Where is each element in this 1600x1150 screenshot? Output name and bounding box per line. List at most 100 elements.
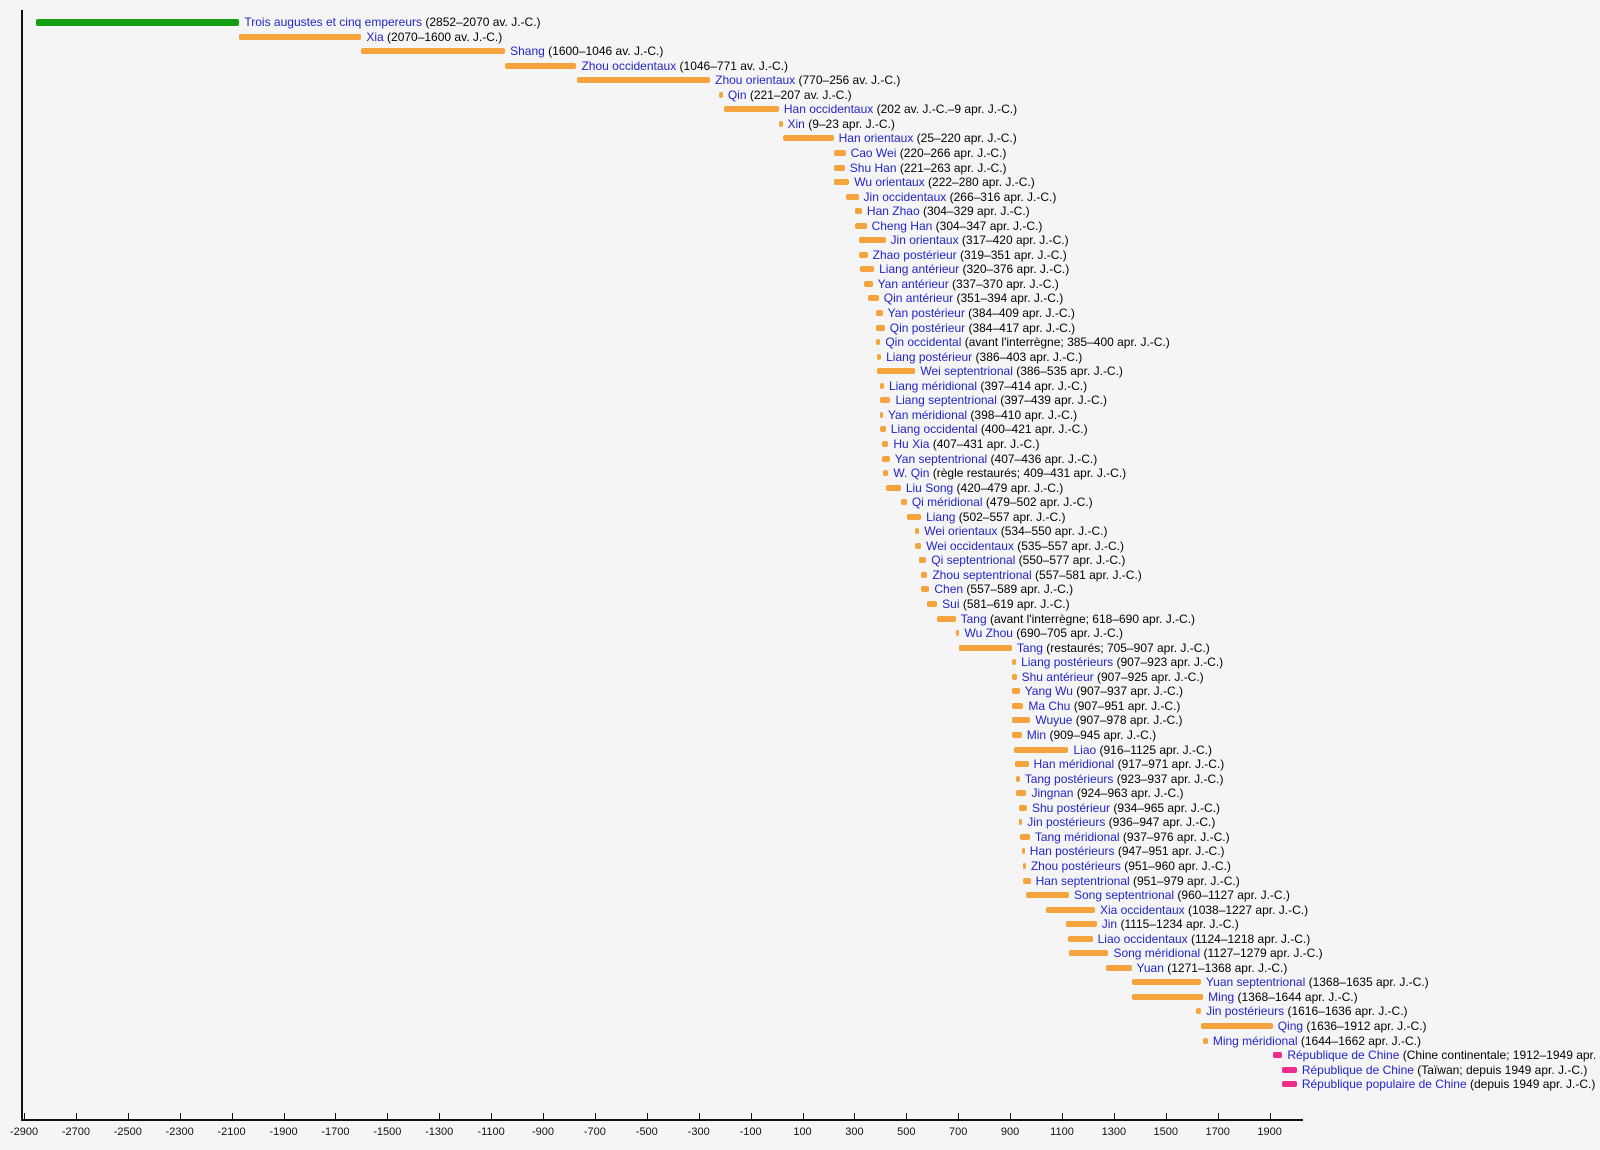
dynasty-link[interactable]: Jin: [1101, 917, 1118, 932]
dynasty-link[interactable]: Han orientaux: [838, 131, 914, 146]
dynasty-link[interactable]: Cao Wei: [850, 145, 897, 160]
x-axis-tick-label: 1700: [1205, 1126, 1230, 1138]
dynasty-link[interactable]: Tang: [1016, 640, 1043, 655]
dynasty-link[interactable]: Cheng Han: [871, 218, 933, 233]
dynasty-link[interactable]: Yuan septentrional: [1205, 975, 1306, 990]
dynasty-link[interactable]: Jin occidentaux: [863, 189, 947, 204]
dynasty-link[interactable]: Yuan: [1136, 960, 1164, 975]
dynasty-dates: (2070–1600 av. J.-C.): [383, 29, 503, 44]
dynasty-link[interactable]: Zhou postérieurs: [1030, 858, 1121, 873]
dynasty-link[interactable]: Jin postérieurs: [1027, 815, 1106, 830]
dynasty-link[interactable]: Wei orientaux: [924, 524, 998, 539]
dynasty-dates: (951–979 apr. J.-C.): [1129, 873, 1240, 888]
dynasty-link[interactable]: Liao: [1073, 742, 1097, 757]
dynasty-link[interactable]: République de Chine: [1287, 1048, 1400, 1063]
dynasty-link[interactable]: Qin occidental: [885, 335, 962, 350]
x-axis-tick-label: 100: [793, 1126, 812, 1138]
dynasty-dates: (1368–1635 apr. J.-C.): [1305, 975, 1429, 990]
timeline-bar: [719, 91, 723, 98]
dynasty-link[interactable]: Yan septentrional: [894, 451, 988, 466]
timeline-bar: [1065, 921, 1097, 928]
dynasty-link[interactable]: Min: [1026, 727, 1047, 742]
dynasty-link[interactable]: République de Chine: [1301, 1062, 1414, 1077]
timeline-bar: [876, 368, 916, 375]
dynasty-link[interactable]: Liang postérieur: [886, 349, 973, 364]
timeline-bar: [1282, 1066, 1297, 1073]
dynasty-link[interactable]: Liao occidentaux: [1097, 931, 1188, 946]
dynasty-link[interactable]: Liang septentrional: [895, 393, 997, 408]
dynasty-link[interactable]: Yan méridional: [887, 407, 968, 422]
dynasty-link[interactable]: Yan postérieur: [887, 306, 965, 321]
dynasty-dates: (947–951 apr. J.-C.): [1114, 844, 1225, 859]
timeline-bar: [1201, 1023, 1273, 1030]
dynasty-dates: (avant l'interrègne; 385–400 apr. J.-C.): [961, 335, 1170, 350]
dynasty-link[interactable]: Song méridional: [1113, 946, 1201, 961]
dynasty-link[interactable]: Tang: [960, 611, 987, 626]
dynasty-link[interactable]: Shang: [510, 44, 545, 59]
dynasty-link[interactable]: Jin postérieurs: [1206, 1004, 1285, 1019]
dynasty-dates: (1046–771 av. J.-C.): [676, 58, 789, 73]
x-axis-tick-label: 1500: [1153, 1126, 1179, 1138]
dynasty-link[interactable]: Qing: [1277, 1019, 1304, 1034]
dynasty-link[interactable]: Ming méridional: [1212, 1033, 1298, 1048]
dynasty-link[interactable]: Wuyue: [1035, 713, 1073, 728]
timeline-bar: [1016, 790, 1027, 797]
dynasty-link[interactable]: Zhou septentrional: [932, 567, 1032, 582]
dynasty-link[interactable]: W. Qin: [893, 466, 930, 481]
dynasty-link[interactable]: Qin antérieur: [883, 291, 954, 306]
dynasty-dates: (398–410 apr. J.-C.): [967, 407, 1078, 422]
dynasty-link[interactable]: Liang antérieur: [879, 262, 960, 277]
dynasty-link[interactable]: Han occidentaux: [783, 102, 874, 117]
dynasty-link[interactable]: Liang: [926, 509, 956, 524]
dynasty-link[interactable]: Qi septentrional: [931, 553, 1016, 568]
dynasty-link[interactable]: Xin: [787, 116, 805, 131]
timeline-bar: [867, 295, 879, 302]
dynasty-dates: (222–280 apr. J.-C.): [924, 175, 1035, 190]
dynasty-link[interactable]: Zhao postérieur: [872, 247, 957, 262]
dynasty-link[interactable]: Liu Song: [905, 480, 954, 495]
dynasty-link[interactable]: Shu postérieur: [1031, 800, 1110, 815]
timeline-bar: [1045, 906, 1095, 913]
dynasty-link[interactable]: Qin postérieur: [889, 320, 966, 335]
dynasty-dates: (407–431 apr. J.-C.): [929, 436, 1040, 451]
dynasty-link[interactable]: Han postérieurs: [1029, 844, 1115, 859]
dynasty-dates: (règle restaurés; 409–431 apr. J.-C.): [929, 466, 1127, 481]
dynasty-link[interactable]: Han méridional: [1033, 757, 1115, 772]
timeline-bar: [1068, 935, 1093, 942]
dynasty-link[interactable]: Xia: [366, 29, 384, 44]
dynasty-link[interactable]: Yan antérieur: [877, 276, 949, 291]
dynasty-link[interactable]: Jingnan: [1031, 786, 1074, 801]
dynasty-link[interactable]: Wei occidentaux: [926, 538, 1014, 553]
dynasty-dates: (937–976 apr. J.-C.): [1119, 829, 1230, 844]
dynasty-link[interactable]: Sui: [942, 597, 960, 612]
dynasty-link[interactable]: République populaire de Chine: [1301, 1077, 1467, 1092]
dynasty-link[interactable]: Shu Han: [849, 160, 897, 175]
dynasty-link[interactable]: Hu Xia: [893, 436, 930, 451]
dynasty-link[interactable]: Wei septentrional: [920, 364, 1013, 379]
x-axis-tick-label: 500: [897, 1126, 916, 1138]
x-axis-tick: [958, 1113, 960, 1120]
dynasty-link[interactable]: Liang postérieurs: [1021, 655, 1114, 670]
dynasty-link[interactable]: Liang occidental: [890, 422, 978, 437]
dynasty-link[interactable]: Zhou occidentaux: [581, 58, 677, 73]
dynasty-link[interactable]: Tang postérieurs: [1024, 771, 1114, 786]
dynasty-link[interactable]: Tang méridional: [1034, 829, 1120, 844]
dynasty-link[interactable]: Jin orientaux: [890, 233, 959, 248]
dynasty-link[interactable]: Wu orientaux: [854, 175, 925, 190]
dynasty-link[interactable]: Xia occidentaux: [1099, 902, 1185, 917]
dynasty-link[interactable]: Wu Zhou: [964, 626, 1013, 641]
timeline-bar: [845, 193, 859, 200]
dynasty-link[interactable]: Trois augustes et cinq empereurs: [244, 15, 423, 29]
dynasty-link[interactable]: Shu antérieur: [1021, 669, 1094, 684]
dynasty-link[interactable]: Han septentrional: [1035, 873, 1130, 888]
dynasty-link[interactable]: Qin: [727, 87, 747, 102]
dynasty-link[interactable]: Han Zhao: [866, 204, 920, 219]
dynasty-link[interactable]: Ming: [1208, 989, 1235, 1004]
dynasty-link[interactable]: Song septentrional: [1074, 888, 1175, 903]
dynasty-link[interactable]: Chen: [934, 582, 964, 597]
dynasty-link[interactable]: Yang Wu: [1024, 684, 1073, 699]
dynasty-link[interactable]: Zhou orientaux: [715, 73, 796, 88]
dynasty-link[interactable]: Qi méridional: [911, 495, 983, 510]
dynasty-link[interactable]: Liang méridional: [888, 378, 978, 393]
dynasty-link[interactable]: Ma Chu: [1028, 698, 1071, 713]
